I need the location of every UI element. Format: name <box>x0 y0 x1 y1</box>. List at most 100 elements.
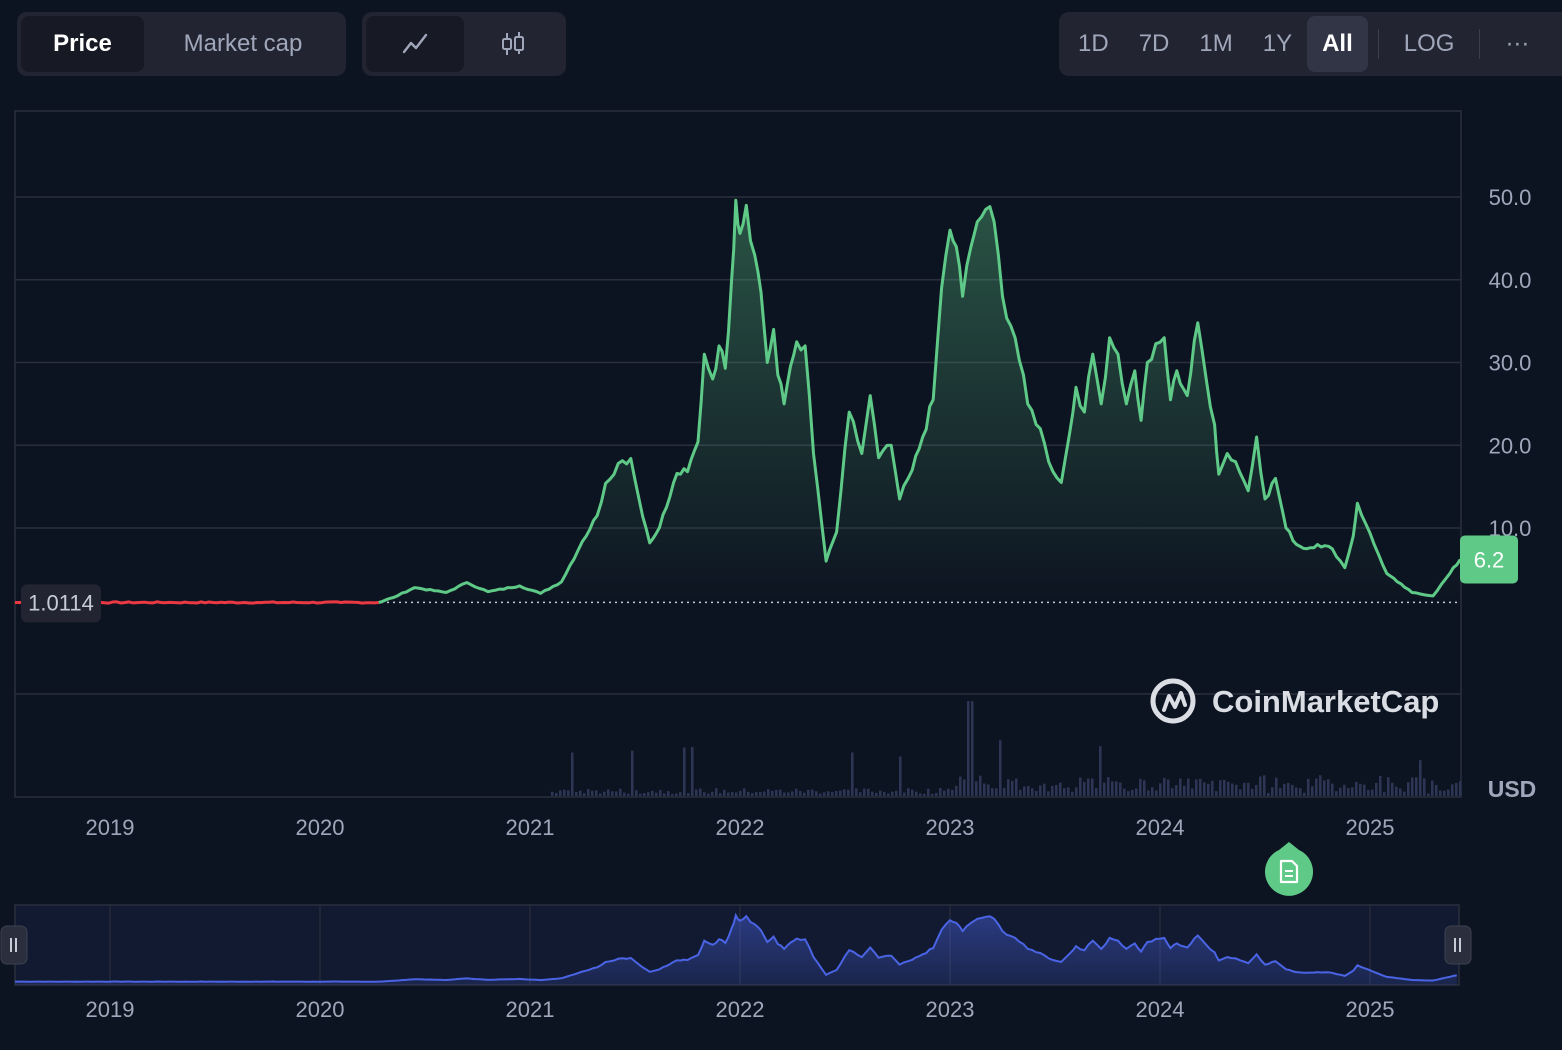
volume-bar <box>983 783 986 796</box>
volume-bar <box>1247 782 1250 796</box>
navigator-x-tick-label: 2021 <box>506 997 555 1022</box>
volume-bar <box>919 793 922 796</box>
coinmarketcap-logo-icon <box>1150 678 1196 724</box>
volume-bar <box>1151 787 1154 796</box>
volume-bar <box>787 792 790 796</box>
volume-bar <box>1335 791 1338 796</box>
coinmarketcap-watermark: CoinMarketCap <box>1150 678 1439 724</box>
volume-bar <box>587 789 590 796</box>
volume-bar <box>771 790 774 796</box>
range-all-button[interactable]: All <box>1307 16 1368 72</box>
volume-bar <box>1323 780 1326 796</box>
range-1m-button[interactable]: 1M <box>1199 30 1233 57</box>
navigator-x-tick-label: 2023 <box>926 997 975 1022</box>
y-tick-label: 40.0 <box>1489 268 1532 293</box>
divider <box>1377 29 1379 59</box>
volume-bar <box>1399 788 1402 796</box>
log-scale-button[interactable]: LOG <box>1403 30 1455 57</box>
volume-bar <box>827 791 830 796</box>
volume-bar <box>1155 790 1158 796</box>
volume-bar <box>791 791 794 796</box>
volume-bar <box>1163 777 1166 796</box>
volume-bar <box>1315 778 1318 796</box>
volume-bar <box>755 792 758 796</box>
volume-bar <box>843 789 846 796</box>
volume-bar <box>1347 788 1350 796</box>
volume-bar <box>1063 788 1066 796</box>
volume-bar <box>1371 789 1374 796</box>
navigator-frame <box>14 904 1460 986</box>
volume-bar <box>1239 789 1242 796</box>
volume-bar <box>1019 789 1022 796</box>
volume-bar <box>943 790 946 796</box>
volume-bar <box>1459 781 1462 796</box>
volume-bar <box>1159 783 1162 796</box>
volume-bar <box>1359 783 1362 796</box>
volume-bar <box>803 792 806 796</box>
watermark-text: CoinMarketCap <box>1212 684 1439 719</box>
volume-bar <box>711 791 714 796</box>
line-chart-button[interactable] <box>366 16 464 72</box>
navigator-right-handle[interactable] <box>1444 925 1472 965</box>
volume-bar <box>563 789 566 796</box>
volume-bar <box>723 789 726 796</box>
range-7d-button[interactable]: 7D <box>1138 30 1170 57</box>
volume-bar <box>1023 786 1026 796</box>
navigator-grid <box>109 905 1371 985</box>
volume-bar <box>1291 784 1294 796</box>
y-axis-ticks: 10.0 20.0 30.0 40.0 50.0 <box>1489 185 1532 541</box>
volume-bar <box>951 789 954 796</box>
volume-bar <box>1395 786 1398 796</box>
volume-bar <box>1391 782 1394 796</box>
volume-bar <box>591 790 594 796</box>
price-line-below-reference <box>14 600 379 605</box>
volume-bar <box>867 788 870 796</box>
navigator-x-tick-label: 2025 <box>1346 997 1395 1022</box>
volume-bar <box>1403 791 1406 796</box>
current-price-badge: 6.2 <box>1460 535 1518 584</box>
more-options-button[interactable]: ··· <box>1505 30 1530 57</box>
volume-bar <box>1111 781 1114 796</box>
volume-bar <box>1283 783 1286 796</box>
volume-bar <box>1251 788 1254 796</box>
navigator-x-tick-label: 2022 <box>716 997 765 1022</box>
volume-bar <box>959 776 962 796</box>
volume-bar <box>887 793 890 796</box>
price-area-fill <box>378 200 1461 603</box>
volume-bar <box>1451 784 1454 796</box>
volume-bar <box>1407 782 1410 796</box>
volume-bar <box>719 793 722 796</box>
candlestick-chart-button[interactable] <box>464 16 562 72</box>
volume-bar <box>1031 788 1034 796</box>
volume-bar <box>1075 787 1078 796</box>
line-chart-icon <box>402 33 428 54</box>
price-tab[interactable]: Price <box>21 16 144 72</box>
volume-bar <box>671 793 674 796</box>
volume-bar <box>1267 793 1270 796</box>
chart-type-toggle <box>362 12 566 76</box>
volume-bar <box>879 790 882 796</box>
volume-bar <box>955 785 958 796</box>
volume-bar <box>1447 789 1450 796</box>
volume-bar <box>1167 779 1170 796</box>
volume-bar <box>1367 790 1370 796</box>
range-navigator[interactable]: 2019 2020 2021 2022 2023 2024 2025 <box>14 904 1460 1022</box>
navigator-left-handle[interactable] <box>0 925 28 965</box>
market-cap-tab[interactable]: Market cap <box>183 30 303 57</box>
range-1y-button[interactable]: 1Y <box>1262 30 1293 57</box>
volume-bar <box>1187 778 1190 796</box>
volume-bar <box>1095 788 1098 796</box>
volume-bar <box>783 792 786 796</box>
volume-bar <box>923 793 926 796</box>
volume-bar <box>891 791 894 796</box>
event-marker[interactable] <box>1265 842 1313 896</box>
volume-bar <box>1211 780 1214 796</box>
volume-bar <box>1387 777 1390 796</box>
volume-bar <box>1307 778 1310 796</box>
volume-bar <box>715 788 718 796</box>
volume-bar <box>1067 787 1070 796</box>
x-axis-ticks: 2019 2020 2021 2022 2023 2024 2025 <box>86 815 1395 840</box>
volume-bar <box>991 788 994 796</box>
range-1d-button[interactable]: 1D <box>1078 30 1109 57</box>
volume-bar <box>1439 790 1442 796</box>
